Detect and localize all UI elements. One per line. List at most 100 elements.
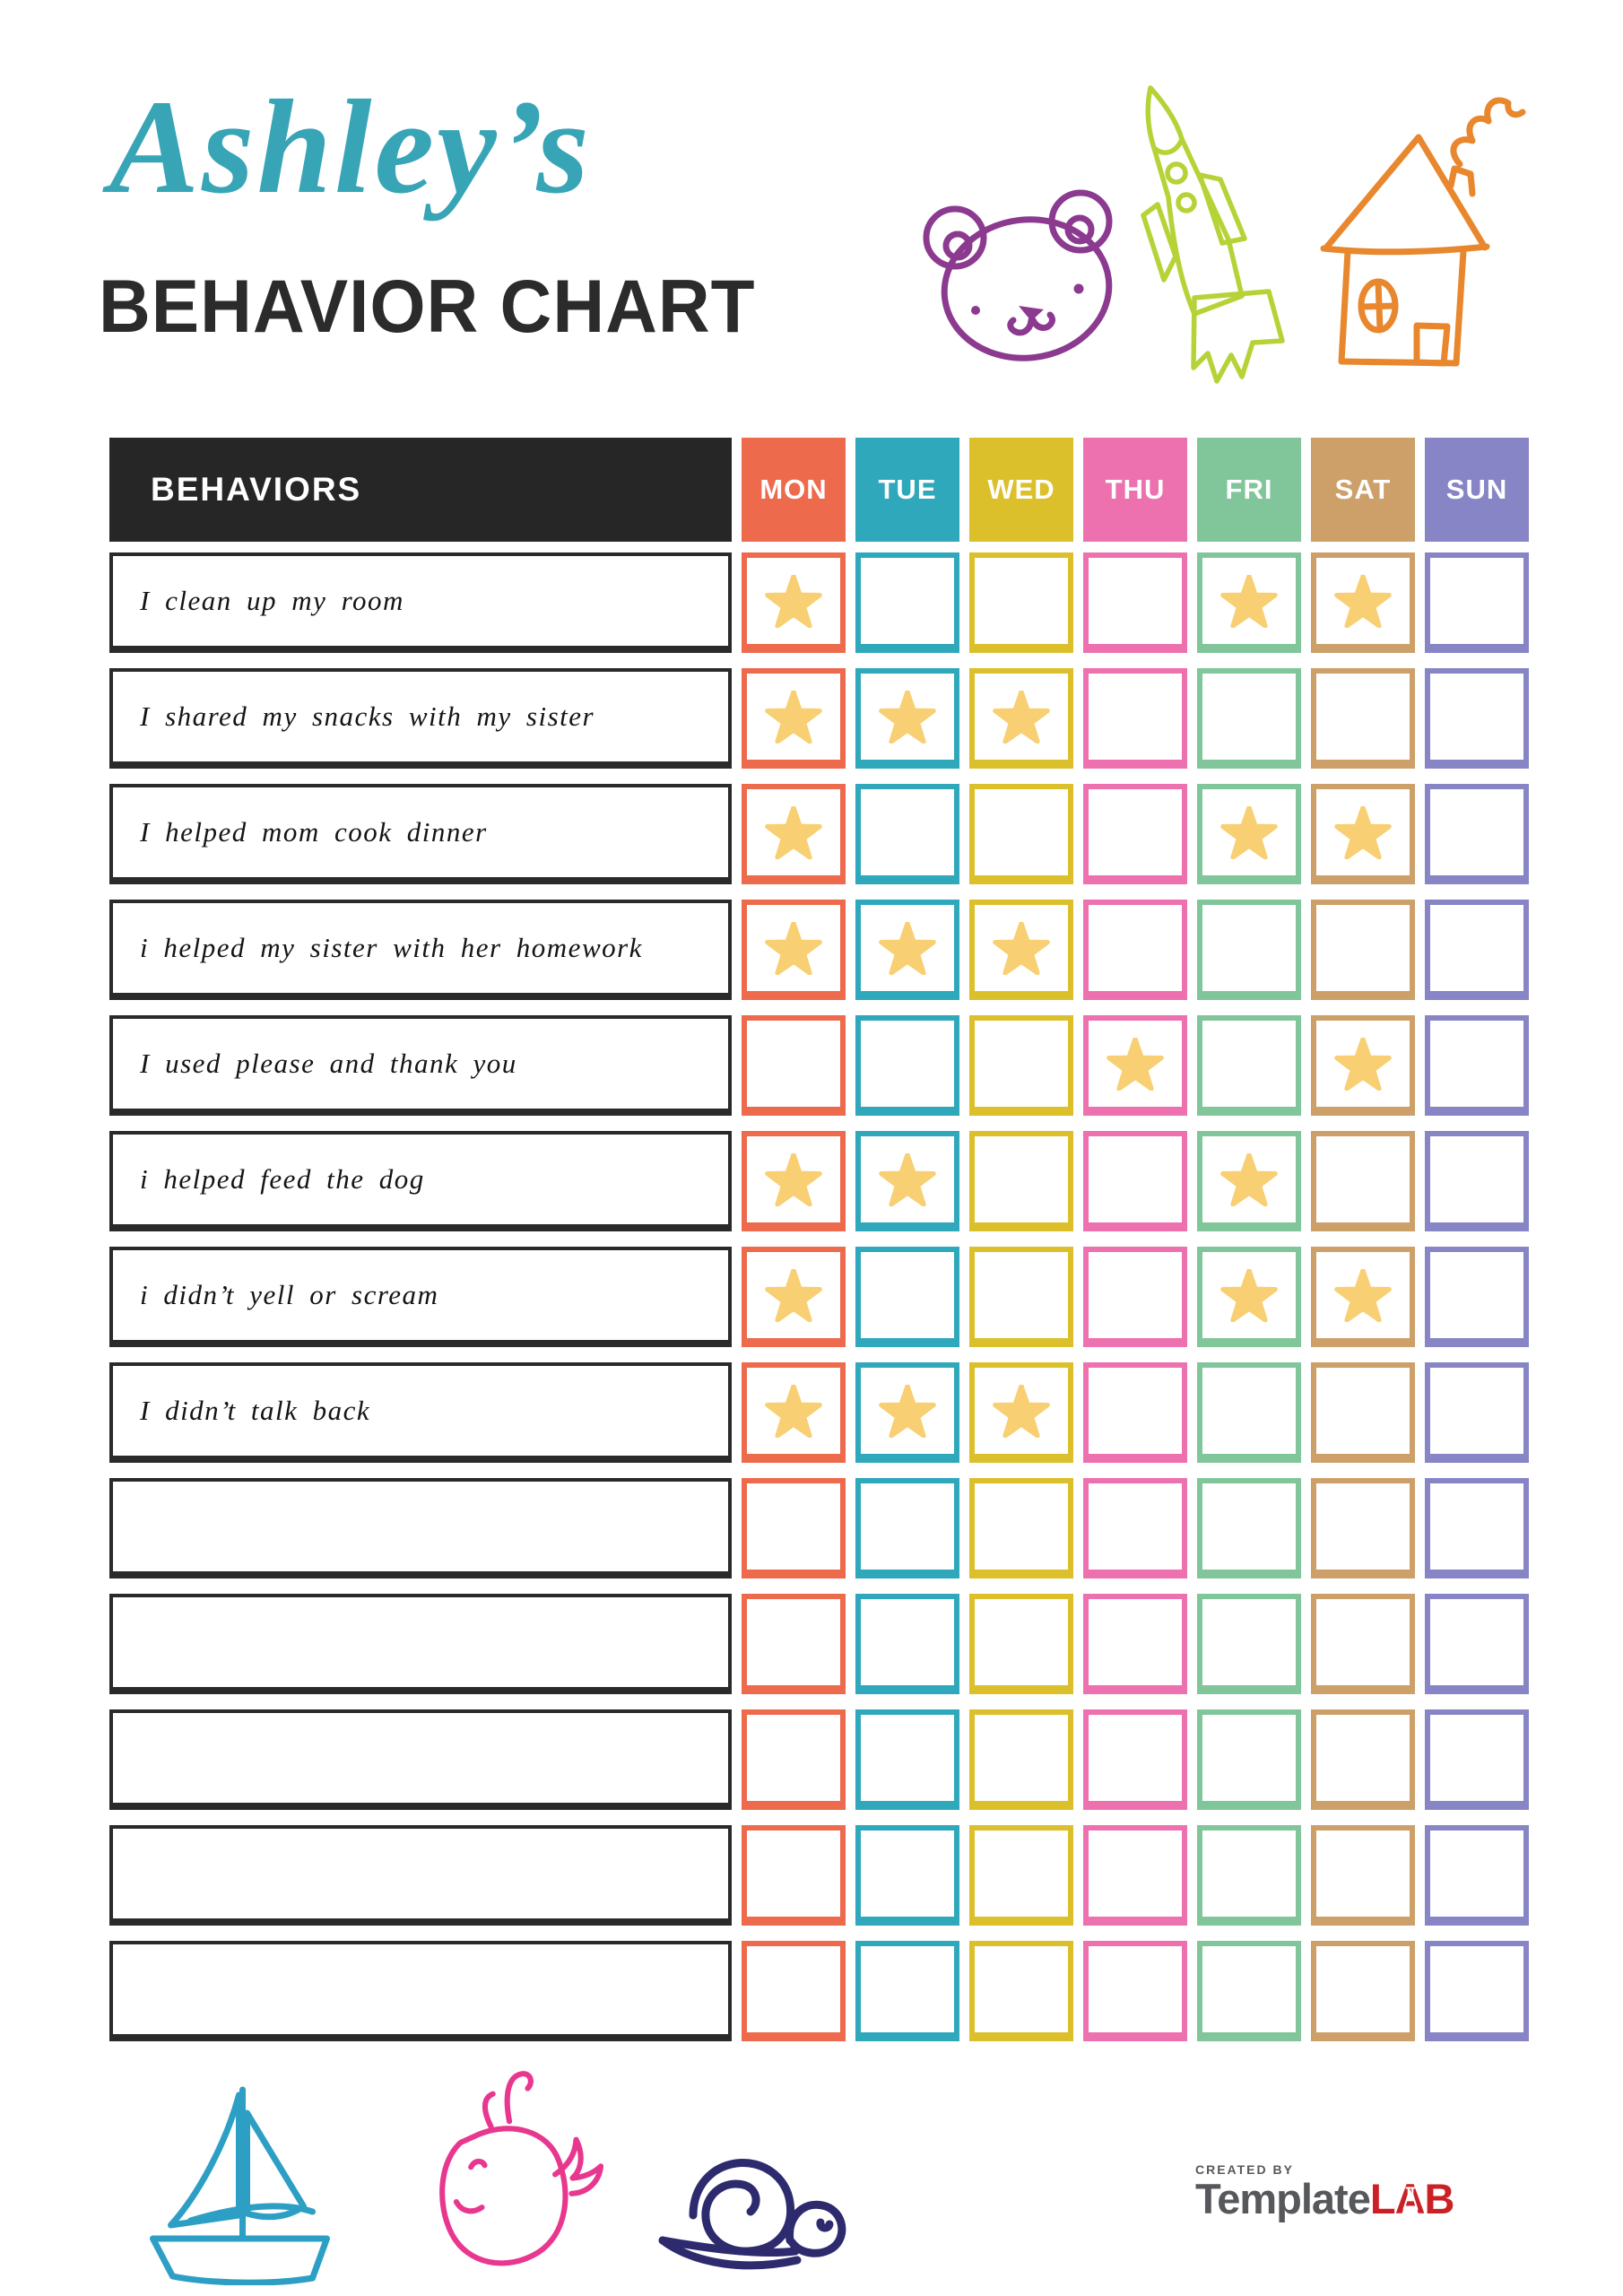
day-cell-thu: [1083, 552, 1187, 653]
day-cell-wed: [969, 1362, 1073, 1463]
table-row: [109, 1594, 1529, 1694]
day-cell-sun: [1425, 1941, 1529, 2041]
behavior-label: i helped feed the dog: [109, 1131, 732, 1231]
day-cell-sun: [1425, 1362, 1529, 1463]
day-cell-sun: [1425, 900, 1529, 1000]
day-cell-tue: [855, 1015, 959, 1116]
day-cell-sun: [1425, 668, 1529, 769]
day-cell-mon: [742, 900, 846, 1000]
day-header-fri: FRI: [1197, 438, 1301, 542]
day-header-mon: MON: [742, 438, 846, 542]
star-icon: [1107, 1037, 1164, 1091]
day-cell-tue: [855, 1825, 959, 1926]
day-cell-mon: [742, 1131, 846, 1231]
star-icon: [879, 690, 936, 744]
day-cell-wed: [969, 1131, 1073, 1231]
star-icon: [993, 690, 1050, 744]
page-title: BEHAVIOR CHART: [99, 265, 756, 348]
day-cell-tue: [855, 900, 959, 1000]
day-cell-tue: [855, 1594, 959, 1694]
behavior-label: [109, 1825, 732, 1926]
behavior-label: I used please and thank you: [109, 1015, 732, 1116]
behavior-label: [109, 1709, 732, 1810]
day-cell-sun: [1425, 1825, 1529, 1926]
star-icon: [765, 690, 822, 744]
day-cell-tue: [855, 552, 959, 653]
flask-icon: [1402, 2187, 1419, 2213]
day-cell-sun: [1425, 1131, 1529, 1231]
day-cell-wed: [969, 552, 1073, 653]
day-cell-sun: [1425, 1247, 1529, 1347]
day-header-wed: WED: [969, 438, 1073, 542]
brand-name: TemplateLAB: [1195, 2178, 1454, 2220]
star-icon: [1220, 805, 1278, 859]
day-cell-wed: [969, 1709, 1073, 1810]
table-row: I shared my snacks with my sister: [109, 668, 1529, 769]
brand-primary: Template: [1195, 2175, 1371, 2222]
child-name-title: Ashley’s: [109, 73, 592, 222]
star-icon: [1334, 574, 1392, 628]
day-cell-mon: [742, 784, 846, 884]
star-icon: [765, 1384, 822, 1438]
day-cell-thu: [1083, 900, 1187, 1000]
star-icon: [1220, 1152, 1278, 1206]
behavior-label: I shared my snacks with my sister: [109, 668, 732, 769]
star-icon: [993, 1384, 1050, 1438]
star-icon: [1220, 1268, 1278, 1322]
day-cell-sun: [1425, 552, 1529, 653]
day-cell-mon: [742, 1594, 846, 1694]
day-cell-mon: [742, 552, 846, 653]
day-cell-fri: [1197, 1131, 1301, 1231]
day-cell-thu: [1083, 1594, 1187, 1694]
day-cell-sun: [1425, 1709, 1529, 1810]
day-cell-tue: [855, 1941, 959, 2041]
day-cell-mon: [742, 1478, 846, 1578]
star-icon: [765, 1152, 822, 1206]
day-cell-fri: [1197, 784, 1301, 884]
day-cell-fri: [1197, 1594, 1301, 1694]
day-cell-sat: [1311, 1825, 1415, 1926]
day-cell-sat: [1311, 1478, 1415, 1578]
day-cell-mon: [742, 1362, 846, 1463]
star-icon: [879, 1152, 936, 1206]
day-cell-tue: [855, 1362, 959, 1463]
star-icon: [1220, 574, 1278, 628]
snail-icon: [658, 2158, 846, 2270]
day-cell-mon: [742, 1709, 846, 1810]
day-cell-tue: [855, 1131, 959, 1231]
house-icon: [1320, 97, 1526, 367]
table-row: I didn’t talk back: [109, 1362, 1529, 1463]
day-cell-mon: [742, 1941, 846, 2041]
star-icon: [765, 921, 822, 975]
day-cell-wed: [969, 1478, 1073, 1578]
day-cell-wed: [969, 1015, 1073, 1116]
table-row: I helped mom cook dinner: [109, 784, 1529, 884]
behavior-label: I clean up my room: [109, 552, 732, 653]
day-cell-fri: [1197, 1941, 1301, 2041]
day-cell-sun: [1425, 1594, 1529, 1694]
day-cell-fri: [1197, 1478, 1301, 1578]
day-header-sun: SUN: [1425, 438, 1529, 542]
star-icon: [1334, 1037, 1392, 1091]
behavior-label: [109, 1594, 732, 1694]
table-row: I used please and thank you: [109, 1015, 1529, 1116]
behavior-label: [109, 1478, 732, 1578]
day-cell-sat: [1311, 1247, 1415, 1347]
behavior-label: i helped my sister with her homework: [109, 900, 732, 1000]
day-cell-tue: [855, 668, 959, 769]
day-cell-sat: [1311, 900, 1415, 1000]
behavior-label: I helped mom cook dinner: [109, 784, 732, 884]
day-cell-mon: [742, 1825, 846, 1926]
star-icon: [765, 1268, 822, 1322]
behavior-label: [109, 1941, 732, 2041]
day-cell-sat: [1311, 1941, 1415, 2041]
day-cell-mon: [742, 1015, 846, 1116]
day-cell-fri: [1197, 668, 1301, 769]
day-cell-sat: [1311, 1709, 1415, 1810]
day-cell-sun: [1425, 1478, 1529, 1578]
day-cell-sat: [1311, 784, 1415, 884]
day-cell-thu: [1083, 1709, 1187, 1810]
table-row: [109, 1825, 1529, 1926]
behavior-table: I clean up my room I shared my snacks wit…: [109, 552, 1529, 2041]
behavior-label: i didn’t yell or scream: [109, 1247, 732, 1347]
